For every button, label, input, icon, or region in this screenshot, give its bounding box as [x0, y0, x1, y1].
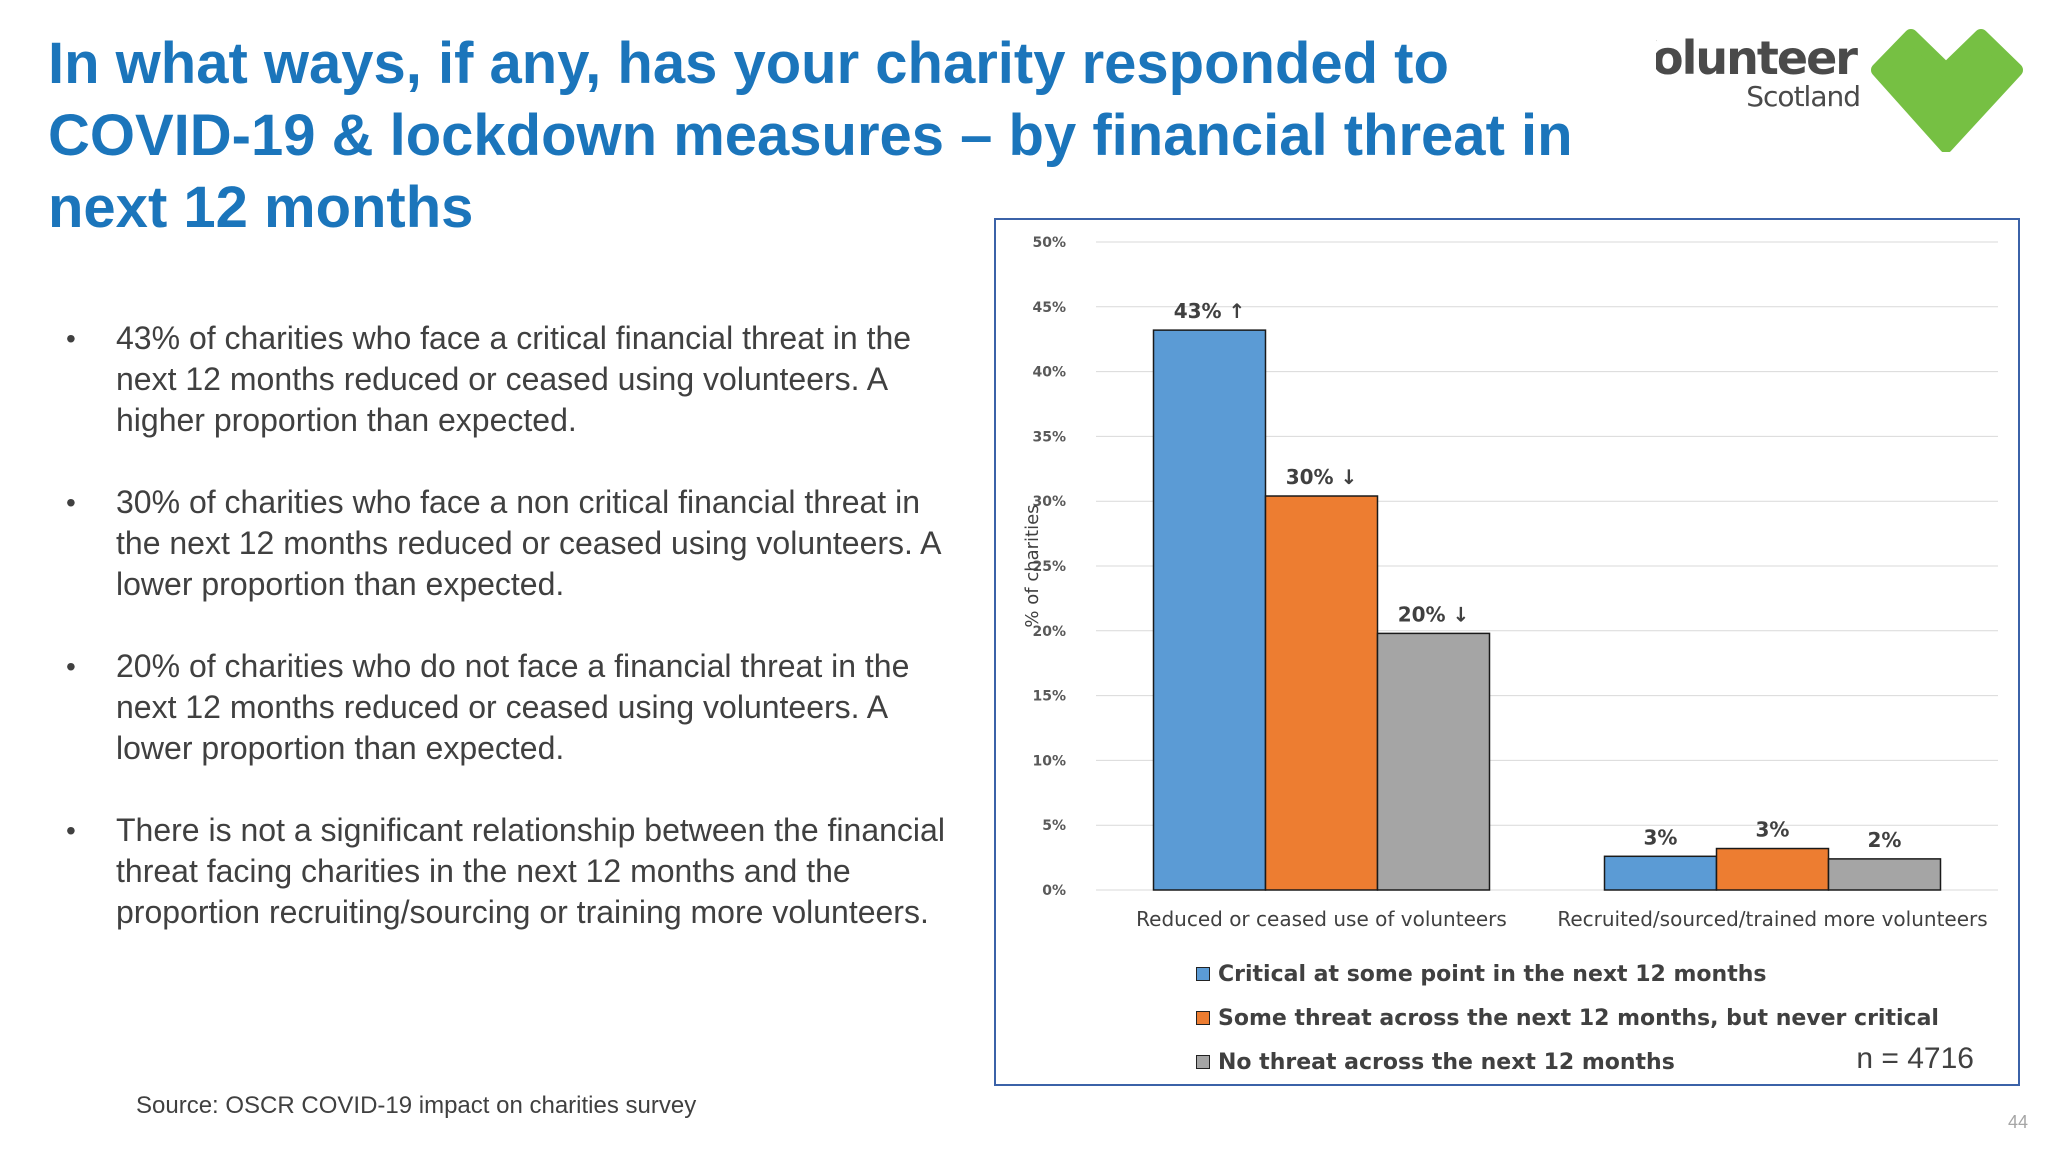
logo-text-volunteer: Volunteer: [1656, 31, 1858, 85]
y-tick-label: 35%: [1032, 429, 1066, 445]
data-label: 30% ↓: [1286, 465, 1358, 489]
category-label: Reduced or ceased use of volunteers: [1136, 907, 1507, 931]
volunteer-scotland-logo: Volunteer Scotland: [1621, 22, 2036, 153]
y-tick-label: 15%: [1032, 689, 1066, 705]
y-tick-label: 25%: [1032, 559, 1066, 575]
bar: [1152, 329, 1267, 891]
logo-graphic: Volunteer Scotland: [1621, 29, 2023, 153]
slide-title: In what ways, if any, has your charity r…: [48, 31, 1573, 240]
sample-size-annotation: n = 4716: [1856, 1042, 1974, 1075]
chart-legend: Critical at some point in the next 12 mo…: [1196, 952, 1939, 1084]
bar: [1376, 632, 1491, 891]
bullet-text: 30% of charities who face a non critical…: [116, 484, 940, 602]
legend-label: Critical at some point in the next 12 mo…: [1218, 961, 1767, 987]
y-tick-label: 50%: [1032, 235, 1066, 251]
bullet-text: 20% of charities who do not face a finan…: [116, 648, 910, 766]
bullet-item: • There is not a significant relationship…: [62, 810, 962, 933]
category-label: Recruited/sourced/trained more volunteer…: [1557, 907, 1987, 931]
bar: [1827, 858, 1942, 891]
bullet-marker: •: [66, 487, 76, 518]
bullet-marker: •: [66, 815, 76, 846]
legend-item: No threat across the next 12 months: [1196, 1040, 1939, 1084]
bar: [1603, 855, 1718, 891]
bullet-text: 43% of charities who face a critical fin…: [116, 320, 912, 438]
y-tick-label: 20%: [1032, 624, 1066, 640]
legend-label: No threat across the next 12 months: [1218, 1049, 1675, 1075]
legend-swatch: [1196, 967, 1210, 981]
data-label: 20% ↓: [1398, 602, 1470, 626]
y-axis-label: % of charities: [1022, 504, 1043, 627]
logo-text-scotland: Scotland: [1746, 80, 1860, 113]
bullet-item: • 43% of charities who face a critical fi…: [62, 318, 962, 441]
bullet-marker: •: [66, 323, 76, 354]
legend-label: Some threat across the next 12 months, b…: [1218, 1005, 1939, 1031]
bullet-item: • 20% of charities who do not face a fina…: [62, 646, 962, 769]
y-tick-label: 30%: [1032, 494, 1066, 510]
data-label: 3%: [1756, 818, 1790, 842]
bullet-item: • 30% of charities who face a non critica…: [62, 482, 962, 605]
bar-chart: 0% 5% 10% 15% 20% 25% 30% 35% 40% 45% 50% % of char…: [1022, 235, 1998, 931]
bar: [1264, 495, 1379, 891]
data-label: 43% ↑: [1174, 299, 1246, 323]
source-note: Source: OSCR COVID-19 impact on charitie…: [136, 1092, 697, 1119]
legend-item: Critical at some point in the next 12 mo…: [1196, 952, 1939, 996]
heart-icon: [1871, 29, 2023, 153]
chart-panel: 0% 5% 10% 15% 20% 25% 30% 35% 40% 45% 50% % of char…: [994, 218, 2020, 1086]
bullet-text: There is not a significant relationship …: [116, 812, 945, 930]
bullet-list: • 43% of charities who face a critical fi…: [62, 318, 962, 974]
page-number: 44: [2007, 1112, 2028, 1132]
y-tick-label: 10%: [1032, 753, 1066, 769]
y-tick-label: 5%: [1042, 818, 1066, 834]
legend-swatch: [1196, 1055, 1210, 1069]
bullet-marker: •: [66, 651, 76, 682]
y-tick-label: 40%: [1032, 365, 1066, 381]
legend-swatch: [1196, 1011, 1210, 1025]
data-label: 3%: [1644, 825, 1678, 849]
bar: [1715, 847, 1830, 891]
legend-item: Some threat across the next 12 months, b…: [1196, 996, 1939, 1040]
y-tick-label: 0%: [1042, 883, 1066, 899]
y-tick-label: 45%: [1032, 300, 1066, 316]
data-label: 2%: [1868, 828, 1902, 852]
